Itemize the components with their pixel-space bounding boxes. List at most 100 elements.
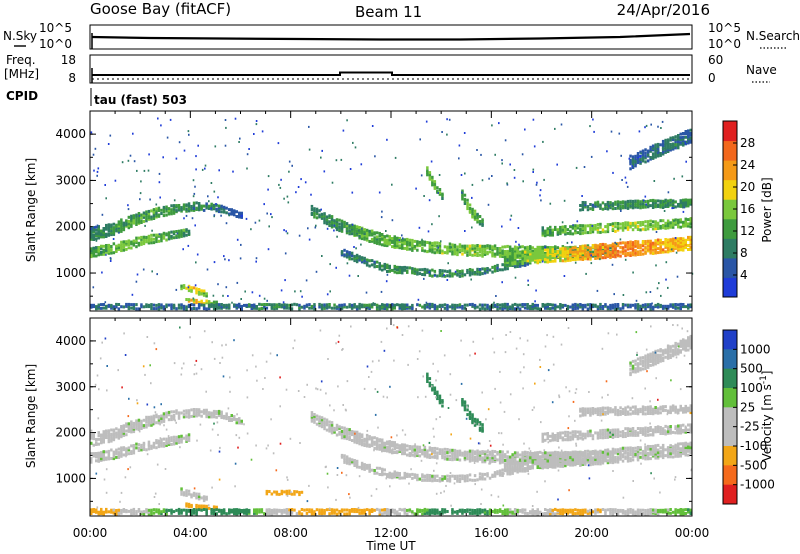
range-gate-cell bbox=[308, 306, 311, 310]
range-gate-cell bbox=[624, 446, 627, 450]
range-gate-cell bbox=[541, 458, 544, 462]
range-gate-cell bbox=[689, 443, 692, 447]
range-gate-cell bbox=[468, 478, 472, 482]
range-gate-cell bbox=[431, 455, 434, 459]
range-gate-cell bbox=[406, 472, 409, 476]
range-gate-cell bbox=[120, 220, 123, 224]
range-gate-cell bbox=[621, 305, 625, 309]
range-gate-cell bbox=[616, 224, 620, 228]
range-gate-cell bbox=[162, 236, 166, 240]
range-gate-cell bbox=[182, 491, 186, 495]
range-gate-cell bbox=[421, 248, 424, 252]
range-gate-cell bbox=[268, 490, 271, 493]
range-gate-cell bbox=[360, 443, 364, 447]
range-gate-cell bbox=[416, 450, 419, 454]
range-gate-cell bbox=[110, 223, 113, 227]
scatter-speckle bbox=[535, 289, 537, 292]
range-gate-cell bbox=[534, 459, 537, 463]
range-gate-cell bbox=[546, 466, 549, 470]
range-gate-cell bbox=[340, 431, 344, 435]
scatter-speckle bbox=[360, 163, 363, 166]
range-gate-cell bbox=[396, 265, 399, 269]
range-gate-cell bbox=[220, 412, 223, 416]
scatter-speckle bbox=[514, 276, 517, 279]
range-gate-cell bbox=[200, 303, 203, 307]
range-gate-cell bbox=[220, 204, 223, 208]
range-gate-cell bbox=[546, 304, 549, 308]
range-gate-cell bbox=[335, 220, 339, 224]
range-gate-cell bbox=[212, 307, 216, 311]
range-gate-cell bbox=[197, 504, 201, 508]
range-gate-cell bbox=[386, 305, 389, 309]
range-gate-cell bbox=[107, 451, 111, 455]
range-gate-cell bbox=[145, 303, 148, 307]
range-gate-cell bbox=[142, 441, 146, 445]
range-gate-cell bbox=[486, 303, 489, 307]
range-gate-cell bbox=[521, 259, 524, 263]
range-gate-cell bbox=[629, 154, 632, 158]
range-gate-cell bbox=[631, 228, 635, 232]
range-gate-cell bbox=[654, 148, 657, 152]
scatter-speckle bbox=[258, 294, 261, 297]
range-gate-cell bbox=[599, 302, 602, 306]
range-gate-cell bbox=[649, 457, 652, 461]
range-gate-cell bbox=[408, 247, 412, 251]
range-gate-cell bbox=[200, 289, 203, 293]
range-gate-cell bbox=[375, 303, 379, 307]
range-gate-cell bbox=[401, 307, 404, 311]
range-gate-cell bbox=[225, 306, 228, 310]
range-gate-cell bbox=[343, 454, 346, 458]
range-gate-cell bbox=[182, 307, 186, 311]
range-gate-cell bbox=[584, 251, 587, 255]
range-gate-cell bbox=[461, 274, 464, 278]
range-gate-cell bbox=[155, 439, 158, 443]
range-gate-cell bbox=[529, 307, 532, 311]
range-gate-cell bbox=[654, 201, 657, 204]
range-gate-cell bbox=[323, 218, 326, 222]
range-gate-cell bbox=[95, 234, 98, 238]
range-gate-cell bbox=[290, 307, 294, 311]
range-gate-cell bbox=[318, 302, 321, 306]
range-gate-cell bbox=[689, 245, 692, 249]
range-gate-cell bbox=[481, 244, 484, 248]
range-gate-cell bbox=[147, 209, 151, 213]
scatter-speckle bbox=[421, 238, 423, 241]
range-gate-cell bbox=[365, 433, 369, 437]
range-gate-cell bbox=[383, 262, 386, 266]
range-gate-cell bbox=[584, 231, 587, 235]
range-gate-cell bbox=[461, 453, 464, 457]
range-gate-cell bbox=[120, 450, 123, 454]
range-gate-cell bbox=[616, 206, 620, 210]
range-gate-cell bbox=[646, 248, 650, 252]
range-gate-cell bbox=[436, 307, 439, 311]
range-gate-cell bbox=[634, 253, 637, 257]
range-gate-cell bbox=[192, 410, 196, 414]
range-gate-cell bbox=[132, 451, 136, 455]
range-gate-cell bbox=[649, 199, 652, 203]
range-gate-cell bbox=[345, 457, 349, 461]
range-gate-cell bbox=[576, 224, 580, 228]
range-gate-cell bbox=[599, 222, 602, 226]
range-gate-cell bbox=[228, 303, 231, 307]
power-ylabel: Slant Range [km] bbox=[24, 158, 38, 262]
range-gate-cell bbox=[513, 262, 517, 266]
range-gate-cell bbox=[556, 452, 560, 456]
scatter-speckle bbox=[194, 284, 197, 287]
range-gate-cell bbox=[544, 231, 547, 235]
range-gate-cell bbox=[110, 437, 113, 441]
range-gate-cell bbox=[626, 448, 630, 452]
range-gate-cell bbox=[182, 286, 186, 290]
scatter-speckle bbox=[351, 223, 354, 226]
range-gate-cell bbox=[626, 305, 630, 309]
range-gate-cell bbox=[328, 224, 331, 227]
range-gate-cell bbox=[481, 272, 484, 276]
range-gate-cell bbox=[463, 456, 467, 460]
range-gate-cell bbox=[646, 153, 650, 157]
scatter-speckle bbox=[589, 125, 591, 128]
range-gate-cell bbox=[523, 467, 527, 471]
range-gate-cell bbox=[172, 442, 176, 446]
range-gate-cell bbox=[408, 445, 412, 448]
range-gate-cell bbox=[325, 418, 329, 422]
range-gate-cell bbox=[360, 305, 364, 309]
